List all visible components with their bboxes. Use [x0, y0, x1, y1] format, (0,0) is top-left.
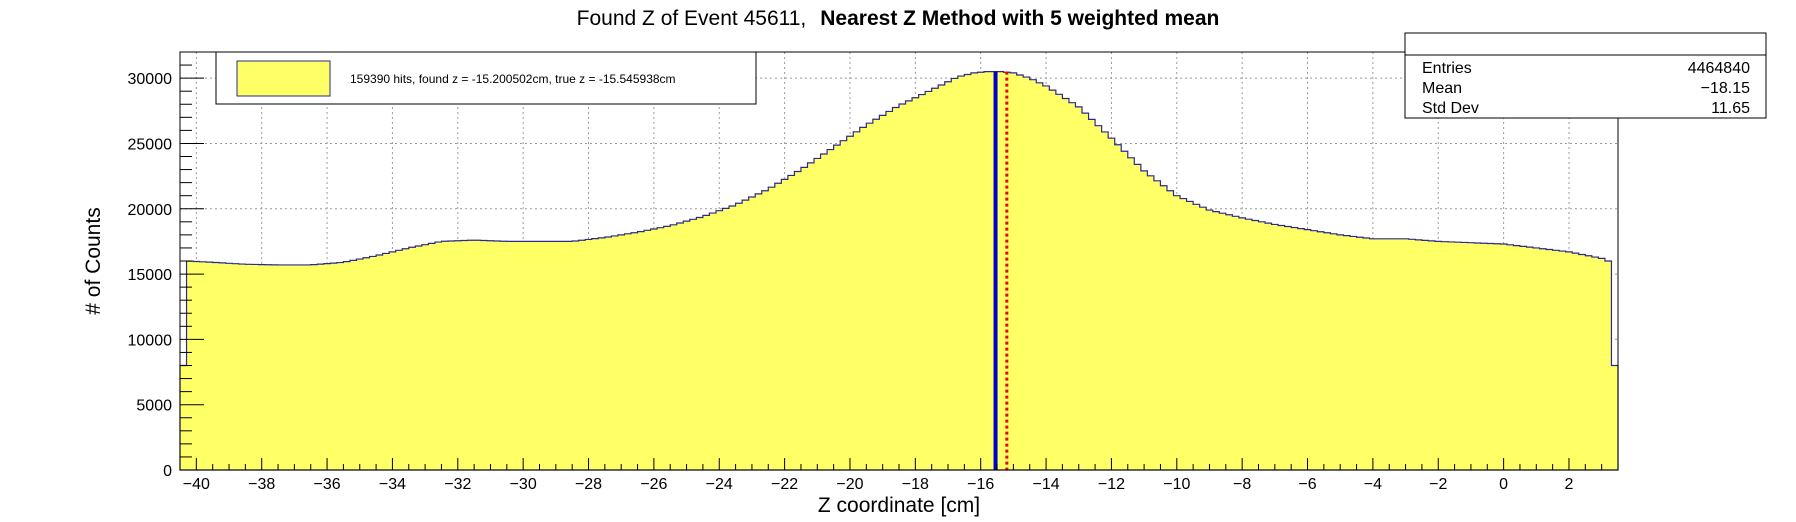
y-tick-label: 20000 [128, 202, 173, 219]
x-tick-label: −22 [771, 476, 798, 493]
stats-stddev-value: 11.65 [1711, 100, 1750, 117]
legend-entry: 159390 hits, found z = -15.200502cm, tru… [350, 72, 676, 86]
x-tick-label: −32 [444, 476, 471, 493]
x-tick-label: −2 [1429, 476, 1447, 493]
y-tick-label: 5000 [136, 398, 172, 415]
x-tick-label: −20 [836, 476, 863, 493]
y-tick-label: 0 [163, 463, 172, 480]
y-tick-label: 30000 [128, 71, 173, 88]
x-tick-label: −16 [967, 476, 994, 493]
x-tick-label: −36 [313, 476, 340, 493]
x-tick-label: −14 [1032, 476, 1059, 493]
stats-mean-label: Mean [1422, 80, 1462, 97]
y-tick-label: 15000 [128, 267, 173, 284]
x-tick-label: −10 [1163, 476, 1190, 493]
x-tick-label: −30 [510, 476, 537, 493]
y-axis-label: # of Counts [82, 207, 105, 314]
x-axis: −40 −38 −36 −34 −32 −30 −28 −26 −24 −22 −20 −18 −16−… [179, 458, 1619, 493]
x-tick-label: −24 [706, 476, 733, 493]
y-tick-label: 25000 [128, 136, 173, 153]
x-tick-label: −4 [1364, 476, 1382, 493]
x-tick-label: 0 [1499, 476, 1508, 493]
x-tick-label: −18 [902, 476, 929, 493]
chart-title-bold: Nearest Z Method with 5 weighted mean [820, 7, 1219, 30]
y-axis: 0 5000 10000 15000 20000 25000 30000 [128, 51, 204, 480]
chart-title-prefix: Found Z of Event 45611, [577, 7, 807, 30]
chart-title: Found Z of Event 45611, Nearest Z Method … [577, 7, 1220, 30]
z-markers [993, 71, 1009, 470]
stats-mean-value: −18.15 [1701, 80, 1750, 97]
x-tick-label: −38 [248, 476, 275, 493]
x-tick-label: −28 [575, 476, 602, 493]
x-tick-label: −26 [640, 476, 667, 493]
x-tick-label: 2 [1565, 476, 1574, 493]
histogram-area [179, 70, 1619, 471]
x-tick-label: −8 [1233, 476, 1251, 493]
stats-stddev-label: Std Dev [1422, 100, 1479, 117]
x-tick-label: −6 [1298, 476, 1316, 493]
stats-entries-value: 4464840 [1688, 60, 1750, 77]
x-tick-label: −34 [379, 476, 406, 493]
x-tick-label: −40 [183, 476, 210, 493]
x-axis-label: Z coordinate [cm] [818, 494, 980, 517]
stats-entries-label: Entries [1422, 60, 1472, 77]
x-tick-label: −12 [1098, 476, 1125, 493]
stats-box: Entries 4464840 Mean −18.15 Std Dev 11.6… [1404, 32, 1767, 119]
y-tick-label: 10000 [128, 332, 173, 349]
histogram-bins [179, 70, 1619, 471]
legend-swatch [236, 60, 331, 97]
legend-box: 159390 hits, found z = -15.200502cm, tru… [215, 51, 757, 105]
